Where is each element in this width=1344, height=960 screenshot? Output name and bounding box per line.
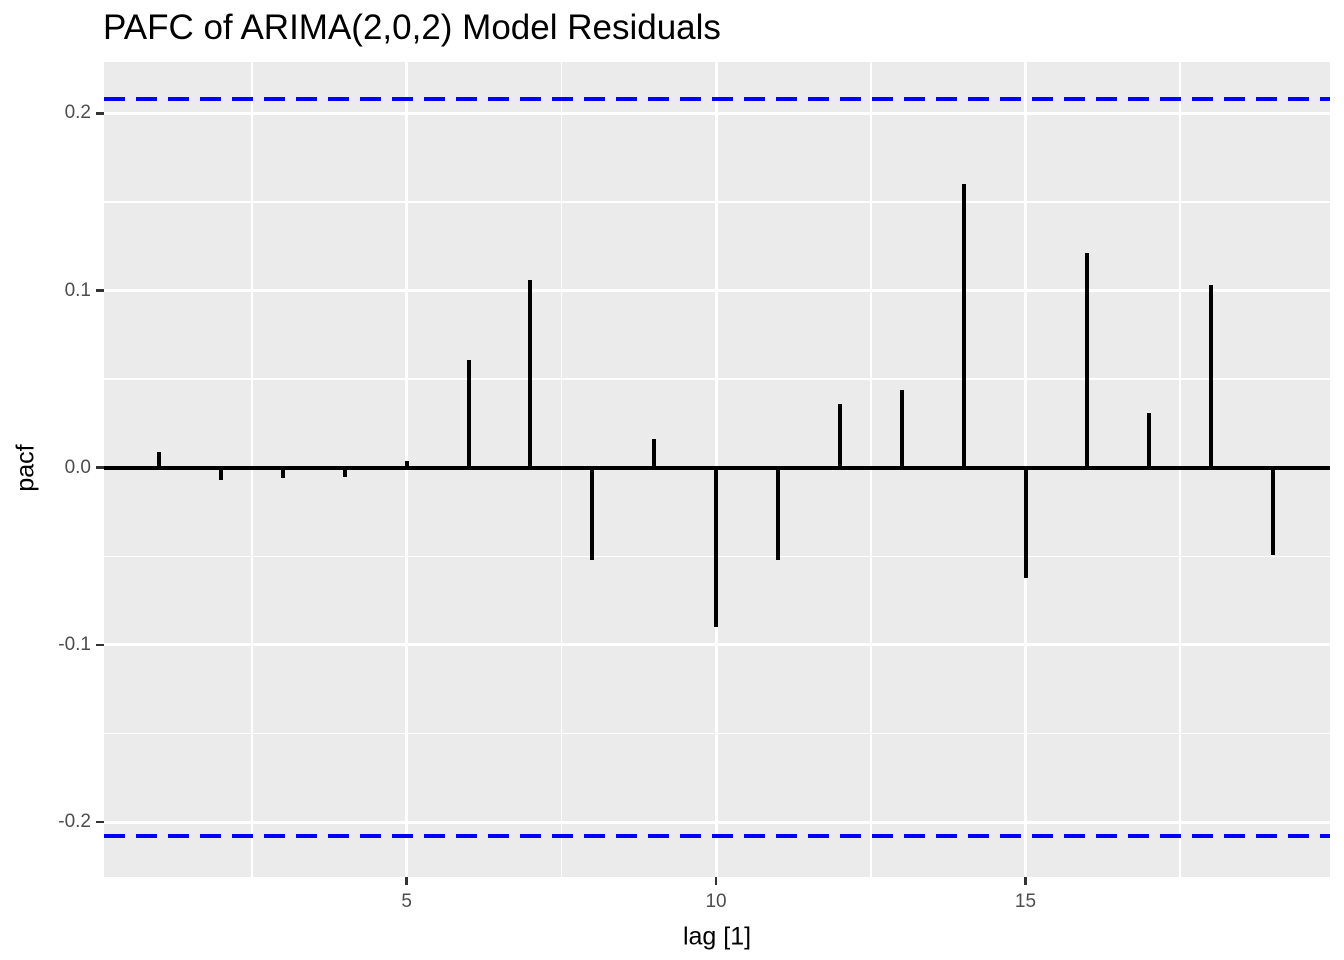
y-tick-label: -0.1 xyxy=(58,633,91,655)
x-axis-title: lag [1] xyxy=(682,922,752,951)
y-tick-mark xyxy=(96,466,104,469)
pacf-stem-lag-12 xyxy=(837,403,842,470)
pacf-stem-lag-14 xyxy=(961,184,966,470)
y-tick-mark xyxy=(96,289,104,292)
y-tick-mark xyxy=(96,112,104,115)
plot-panel xyxy=(104,62,1330,877)
pacf-stem-lag-15 xyxy=(1023,465,1028,578)
y-tick-mark xyxy=(96,820,104,824)
chart-title: PAFC of ARIMA(2,0,2) Model Residuals xyxy=(103,8,721,47)
pacf-stem-lag-11 xyxy=(775,465,780,560)
x-tick-label: 10 xyxy=(705,891,727,912)
y-tick-mark xyxy=(96,643,104,647)
pacf-stem-lag-18 xyxy=(1209,285,1214,470)
pacf-stem-lag-2 xyxy=(218,465,223,481)
x-tick-mark xyxy=(1024,877,1027,885)
confidence-bound-line xyxy=(104,97,1330,102)
pacf-stem-lag-10 xyxy=(714,465,719,628)
pacf-stem-lag-5 xyxy=(404,460,409,470)
pacf-stem-lag-6 xyxy=(466,359,471,470)
y-tick-label: -0.2 xyxy=(58,811,91,833)
x-tick-label: 15 xyxy=(1014,891,1037,912)
pacf-stem-lag-13 xyxy=(899,389,904,470)
pacf-stem-lag-17 xyxy=(1147,412,1152,470)
x-tick-label: 5 xyxy=(401,891,412,912)
pacf-stem-lag-8 xyxy=(590,465,595,560)
pacf-stem-lag-9 xyxy=(652,439,657,470)
pacf-stem-lag-3 xyxy=(280,465,285,479)
y-tick-label: 0.0 xyxy=(64,456,91,478)
x-tick-mark xyxy=(714,877,718,885)
y-tick-label: 0.1 xyxy=(64,279,91,301)
pacf-stem-lag-7 xyxy=(528,279,533,470)
confidence-bound-line xyxy=(104,834,1330,839)
pacf-stem-lag-4 xyxy=(342,465,347,477)
y-tick-label: 0.2 xyxy=(64,102,91,124)
pacf-stem-lag-19 xyxy=(1271,465,1276,555)
x-tick-mark xyxy=(405,877,408,885)
pacf-stem-lag-1 xyxy=(157,451,162,470)
pacf-stem-lag-16 xyxy=(1085,253,1090,470)
